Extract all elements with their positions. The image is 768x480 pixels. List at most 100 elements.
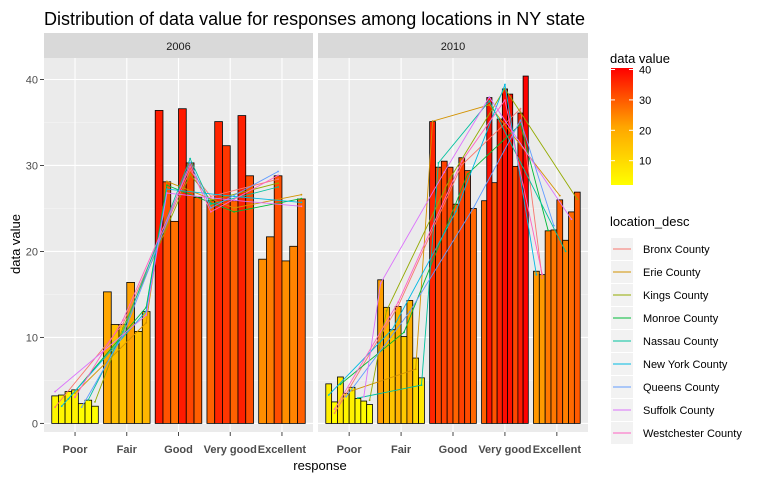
point-monroe-county: [403, 331, 405, 334]
bar-very-good-1: [481, 200, 488, 424]
bar-excellent-6: [562, 239, 569, 424]
point-monroe-county: [300, 197, 303, 200]
bar-excellent-4: [550, 229, 558, 424]
point-westchester-county: [460, 160, 463, 163]
point-queens-county: [519, 119, 522, 122]
legend-label-new-york-county: New York County: [643, 359, 728, 371]
point-monroe-county: [233, 211, 236, 213]
bar-fair-3: [118, 324, 128, 424]
bar-very-good-3: [491, 182, 498, 424]
point-new-york-county: [455, 210, 457, 213]
legend-label-suffolk-county: Suffolk County: [643, 405, 715, 417]
point-nassau-county: [357, 397, 359, 399]
point-bronx-county: [333, 412, 336, 414]
point-new-york-county: [300, 201, 303, 204]
point-bronx-county: [519, 107, 522, 110]
point-suffolk-county: [54, 390, 56, 393]
colorbar-title: data value: [610, 51, 670, 66]
point-new-york-county: [327, 394, 330, 396]
point-monroe-county: [547, 229, 549, 232]
y-axis-title: data value: [8, 214, 23, 274]
legend-label-erie-county: Erie County: [643, 267, 701, 279]
bar-excellent-3: [273, 175, 283, 424]
point-kings-county: [209, 199, 212, 202]
point-westchester-county: [541, 273, 544, 276]
location-legend: location_desc Bronx County Erie County Kin…: [610, 214, 742, 444]
point-suffolk-county: [443, 171, 446, 174]
y-tick-label: 20: [26, 246, 38, 258]
point-bronx-county: [277, 178, 279, 181]
point-new-york-county: [504, 83, 506, 86]
strip-background: [44, 33, 313, 58]
point-westchester-county: [397, 301, 400, 304]
bar-fair-5: [134, 331, 143, 424]
bar-very-good-5: [237, 115, 247, 424]
point-suffolk-county: [145, 314, 148, 316]
bar-poor-6: [354, 398, 362, 424]
series-lines: [54, 157, 303, 408]
point-queens-county: [345, 395, 348, 398]
point-monroe-county: [519, 123, 522, 126]
bar-excellent-6: [297, 198, 306, 424]
bar-poor-6: [84, 399, 93, 424]
point-westchester-county: [189, 165, 192, 168]
bar-good-5: [185, 162, 195, 424]
point-queens-county: [277, 170, 279, 173]
y-tick-label: 10: [26, 332, 38, 344]
bar-poor-8: [366, 404, 373, 424]
point-kings-county: [277, 182, 279, 185]
point-suffolk-county: [570, 218, 573, 221]
x-tick-label-poor: Poor: [337, 444, 363, 456]
bar-excellent-7: [568, 211, 575, 424]
point-nassau-county: [122, 330, 124, 333]
legend-label-bronx-county: Bronx County: [643, 244, 710, 256]
x-tick-label-fair: Fair: [391, 444, 412, 456]
point-nassau-county: [488, 100, 491, 102]
bar-good-4: [446, 166, 454, 424]
point-erie-county: [233, 207, 236, 209]
strip-label: 2006: [166, 41, 190, 53]
x-tick-label-fair: Fair: [117, 444, 138, 456]
point-kings-county: [189, 173, 192, 176]
point-bronx-county: [460, 164, 463, 166]
colorbar-legend: data value 10 20 30 40: [610, 51, 670, 185]
series-lines: [327, 83, 579, 414]
y-tick-label: 0: [32, 418, 38, 430]
point-erie-county: [488, 104, 491, 106]
point-erie-county: [166, 180, 168, 183]
point-nassau-county: [437, 162, 440, 164]
point-new-york-county: [60, 405, 63, 408]
point-bronx-county: [541, 277, 544, 279]
legend-label-kings-county: Kings County: [643, 290, 709, 302]
bar-poor-7: [360, 400, 368, 424]
x-tick-label-very-good: Very good: [478, 444, 531, 456]
bar-very-good-3: [222, 145, 231, 424]
bar-good-3: [170, 220, 179, 424]
colorbar-gradient: [611, 68, 633, 185]
bar-poor-5: [348, 386, 356, 424]
bar-excellent-2: [538, 274, 546, 424]
point-erie-county: [145, 321, 148, 324]
point-bronx-county: [54, 406, 56, 408]
bar-excellent-4: [281, 260, 291, 424]
bar-good-1: [154, 110, 164, 424]
bar-good-2: [435, 166, 442, 424]
bar-fair-8: [418, 377, 425, 424]
point-westchester-county: [277, 174, 279, 177]
point-new-york-county: [391, 328, 394, 331]
bar-excellent-5: [289, 245, 298, 424]
x-tick-label-very-good: Very good: [204, 444, 257, 456]
point-erie-county: [558, 194, 561, 197]
point-kings-county: [368, 399, 371, 402]
point-kings-county: [576, 198, 579, 201]
point-monroe-county: [166, 184, 168, 187]
point-queens-county: [472, 207, 475, 209]
point-nassau-county: [420, 384, 423, 386]
x-tick-label-excellent: Excellent: [533, 444, 582, 456]
point-new-york-county: [535, 273, 538, 276]
bar-excellent-8: [573, 191, 581, 424]
colorbar-tick-label: 10: [639, 156, 651, 168]
colorbar-tick-label: 20: [639, 125, 651, 137]
bar-excellent-5: [556, 199, 564, 424]
bar-excellent-1: [533, 270, 540, 424]
